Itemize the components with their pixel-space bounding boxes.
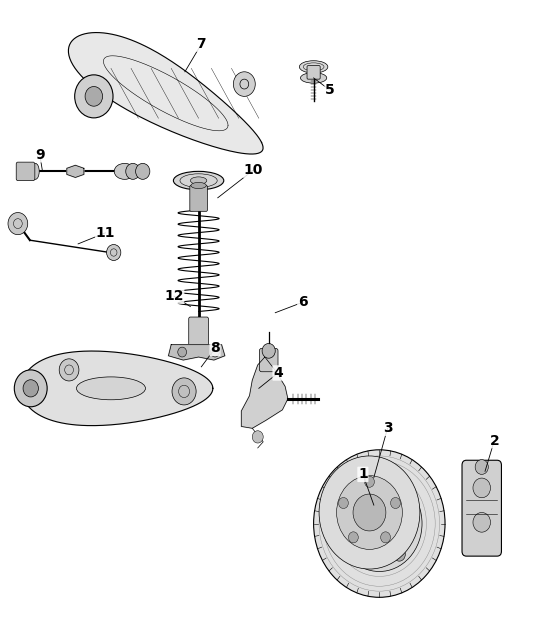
Circle shape — [178, 347, 187, 357]
Circle shape — [172, 378, 196, 405]
Circle shape — [336, 475, 422, 571]
Text: 9: 9 — [35, 148, 44, 162]
Circle shape — [262, 343, 275, 358]
Circle shape — [234, 72, 255, 97]
Text: 8: 8 — [210, 341, 220, 355]
Circle shape — [353, 548, 365, 561]
Circle shape — [23, 380, 38, 397]
Circle shape — [368, 510, 391, 537]
Text: 4: 4 — [273, 366, 283, 380]
Circle shape — [475, 460, 488, 474]
Circle shape — [211, 347, 220, 357]
Ellipse shape — [173, 171, 224, 190]
Polygon shape — [21, 351, 213, 426]
Circle shape — [126, 163, 140, 179]
Circle shape — [59, 359, 79, 381]
Text: 2: 2 — [489, 434, 499, 447]
Ellipse shape — [32, 163, 39, 179]
Circle shape — [405, 505, 418, 518]
Polygon shape — [168, 345, 225, 360]
Ellipse shape — [114, 163, 135, 179]
Circle shape — [14, 370, 47, 407]
Circle shape — [319, 456, 420, 569]
Circle shape — [473, 513, 490, 532]
Text: 10: 10 — [244, 163, 263, 177]
Circle shape — [349, 532, 358, 543]
FancyBboxPatch shape — [16, 162, 35, 181]
Circle shape — [8, 212, 28, 235]
Text: 12: 12 — [164, 289, 183, 303]
FancyBboxPatch shape — [190, 186, 207, 211]
Circle shape — [75, 75, 113, 118]
Circle shape — [390, 498, 400, 508]
FancyBboxPatch shape — [462, 460, 502, 556]
Circle shape — [353, 494, 386, 531]
Circle shape — [336, 475, 403, 549]
Circle shape — [341, 505, 353, 518]
Text: 7: 7 — [196, 37, 206, 51]
FancyBboxPatch shape — [307, 65, 320, 79]
Ellipse shape — [77, 377, 146, 400]
Circle shape — [393, 548, 405, 561]
Ellipse shape — [191, 183, 206, 189]
Circle shape — [107, 244, 121, 260]
Polygon shape — [67, 165, 84, 178]
Circle shape — [339, 498, 349, 508]
Circle shape — [353, 494, 406, 553]
Circle shape — [373, 478, 385, 492]
Text: 5: 5 — [325, 83, 335, 97]
Text: 1: 1 — [358, 467, 368, 482]
Circle shape — [136, 163, 150, 179]
Ellipse shape — [299, 60, 328, 73]
Ellipse shape — [18, 163, 30, 179]
FancyBboxPatch shape — [188, 317, 208, 346]
Circle shape — [314, 450, 445, 597]
Text: 11: 11 — [96, 226, 115, 240]
Ellipse shape — [190, 177, 207, 184]
Circle shape — [252, 430, 263, 443]
Circle shape — [473, 478, 490, 498]
Circle shape — [85, 87, 103, 106]
Text: 3: 3 — [383, 421, 393, 435]
FancyBboxPatch shape — [260, 348, 278, 372]
Circle shape — [365, 476, 374, 487]
Circle shape — [381, 532, 390, 543]
Polygon shape — [68, 32, 263, 154]
Polygon shape — [241, 357, 288, 428]
Ellipse shape — [300, 73, 327, 83]
Text: 6: 6 — [298, 295, 307, 309]
